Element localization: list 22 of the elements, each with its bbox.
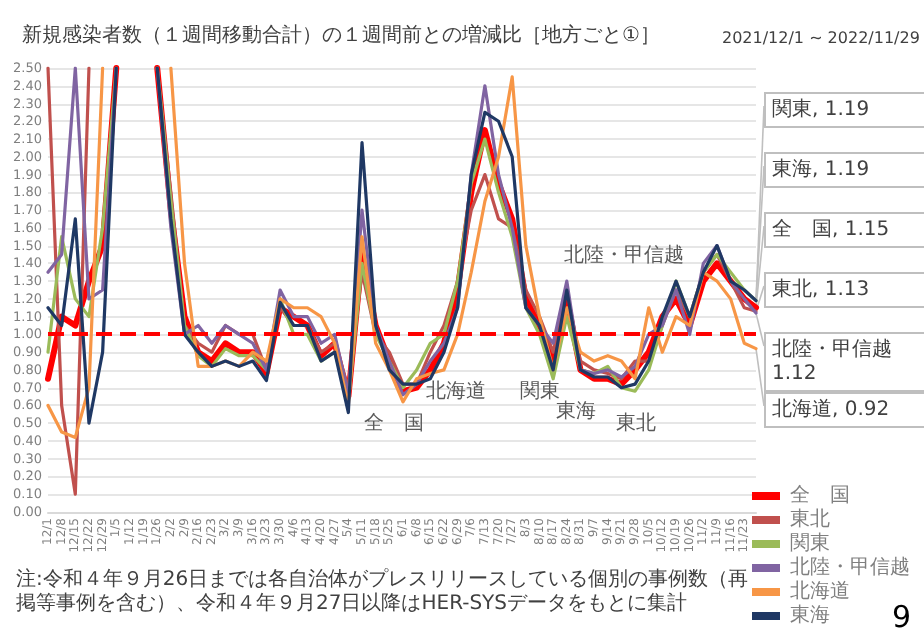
annotation: 東海 [556,399,596,423]
legend-label: 関東 [790,531,830,555]
annotation: 北海道, 0.92 [772,397,890,421]
annotation: 北陸・甲信越 [564,243,684,267]
text: 9 [892,599,912,635]
annotation: 東北, 1.13 [772,277,870,301]
text: 2021/12/1 ~ 2022/11/29 [722,29,920,47]
legend-label: 東海 [790,603,830,627]
legend-label: 東北 [790,507,830,531]
annotation: 関東, 1.19 [772,97,870,121]
legend-label: 北陸・甲信越 [790,555,910,579]
annotation: 東北 [616,411,656,435]
legend-label: 北海道 [790,579,850,603]
annotation: 全 国 [364,411,424,435]
annotation: 全 国, 1.15 [772,217,890,241]
text: 注:令和４年９月26日までは各自治体がプレスリリースしている個別の事例数（再掲等事例を含む）、令和４年９月27日以降はHER-SYSデータをもとに集計 [16,567,749,615]
annotation: 北陸・甲信越 1.12 [772,337,899,385]
chart-title: 新規感染者数（１週間移動合計）の１週間前との増減比［地方ごと①］ [22,23,660,47]
annotation: 東海, 1.19 [772,157,870,181]
legend-label: 全 国 [790,483,850,507]
annotation: 北海道 [426,379,486,403]
annotation: 関東 [520,379,560,403]
